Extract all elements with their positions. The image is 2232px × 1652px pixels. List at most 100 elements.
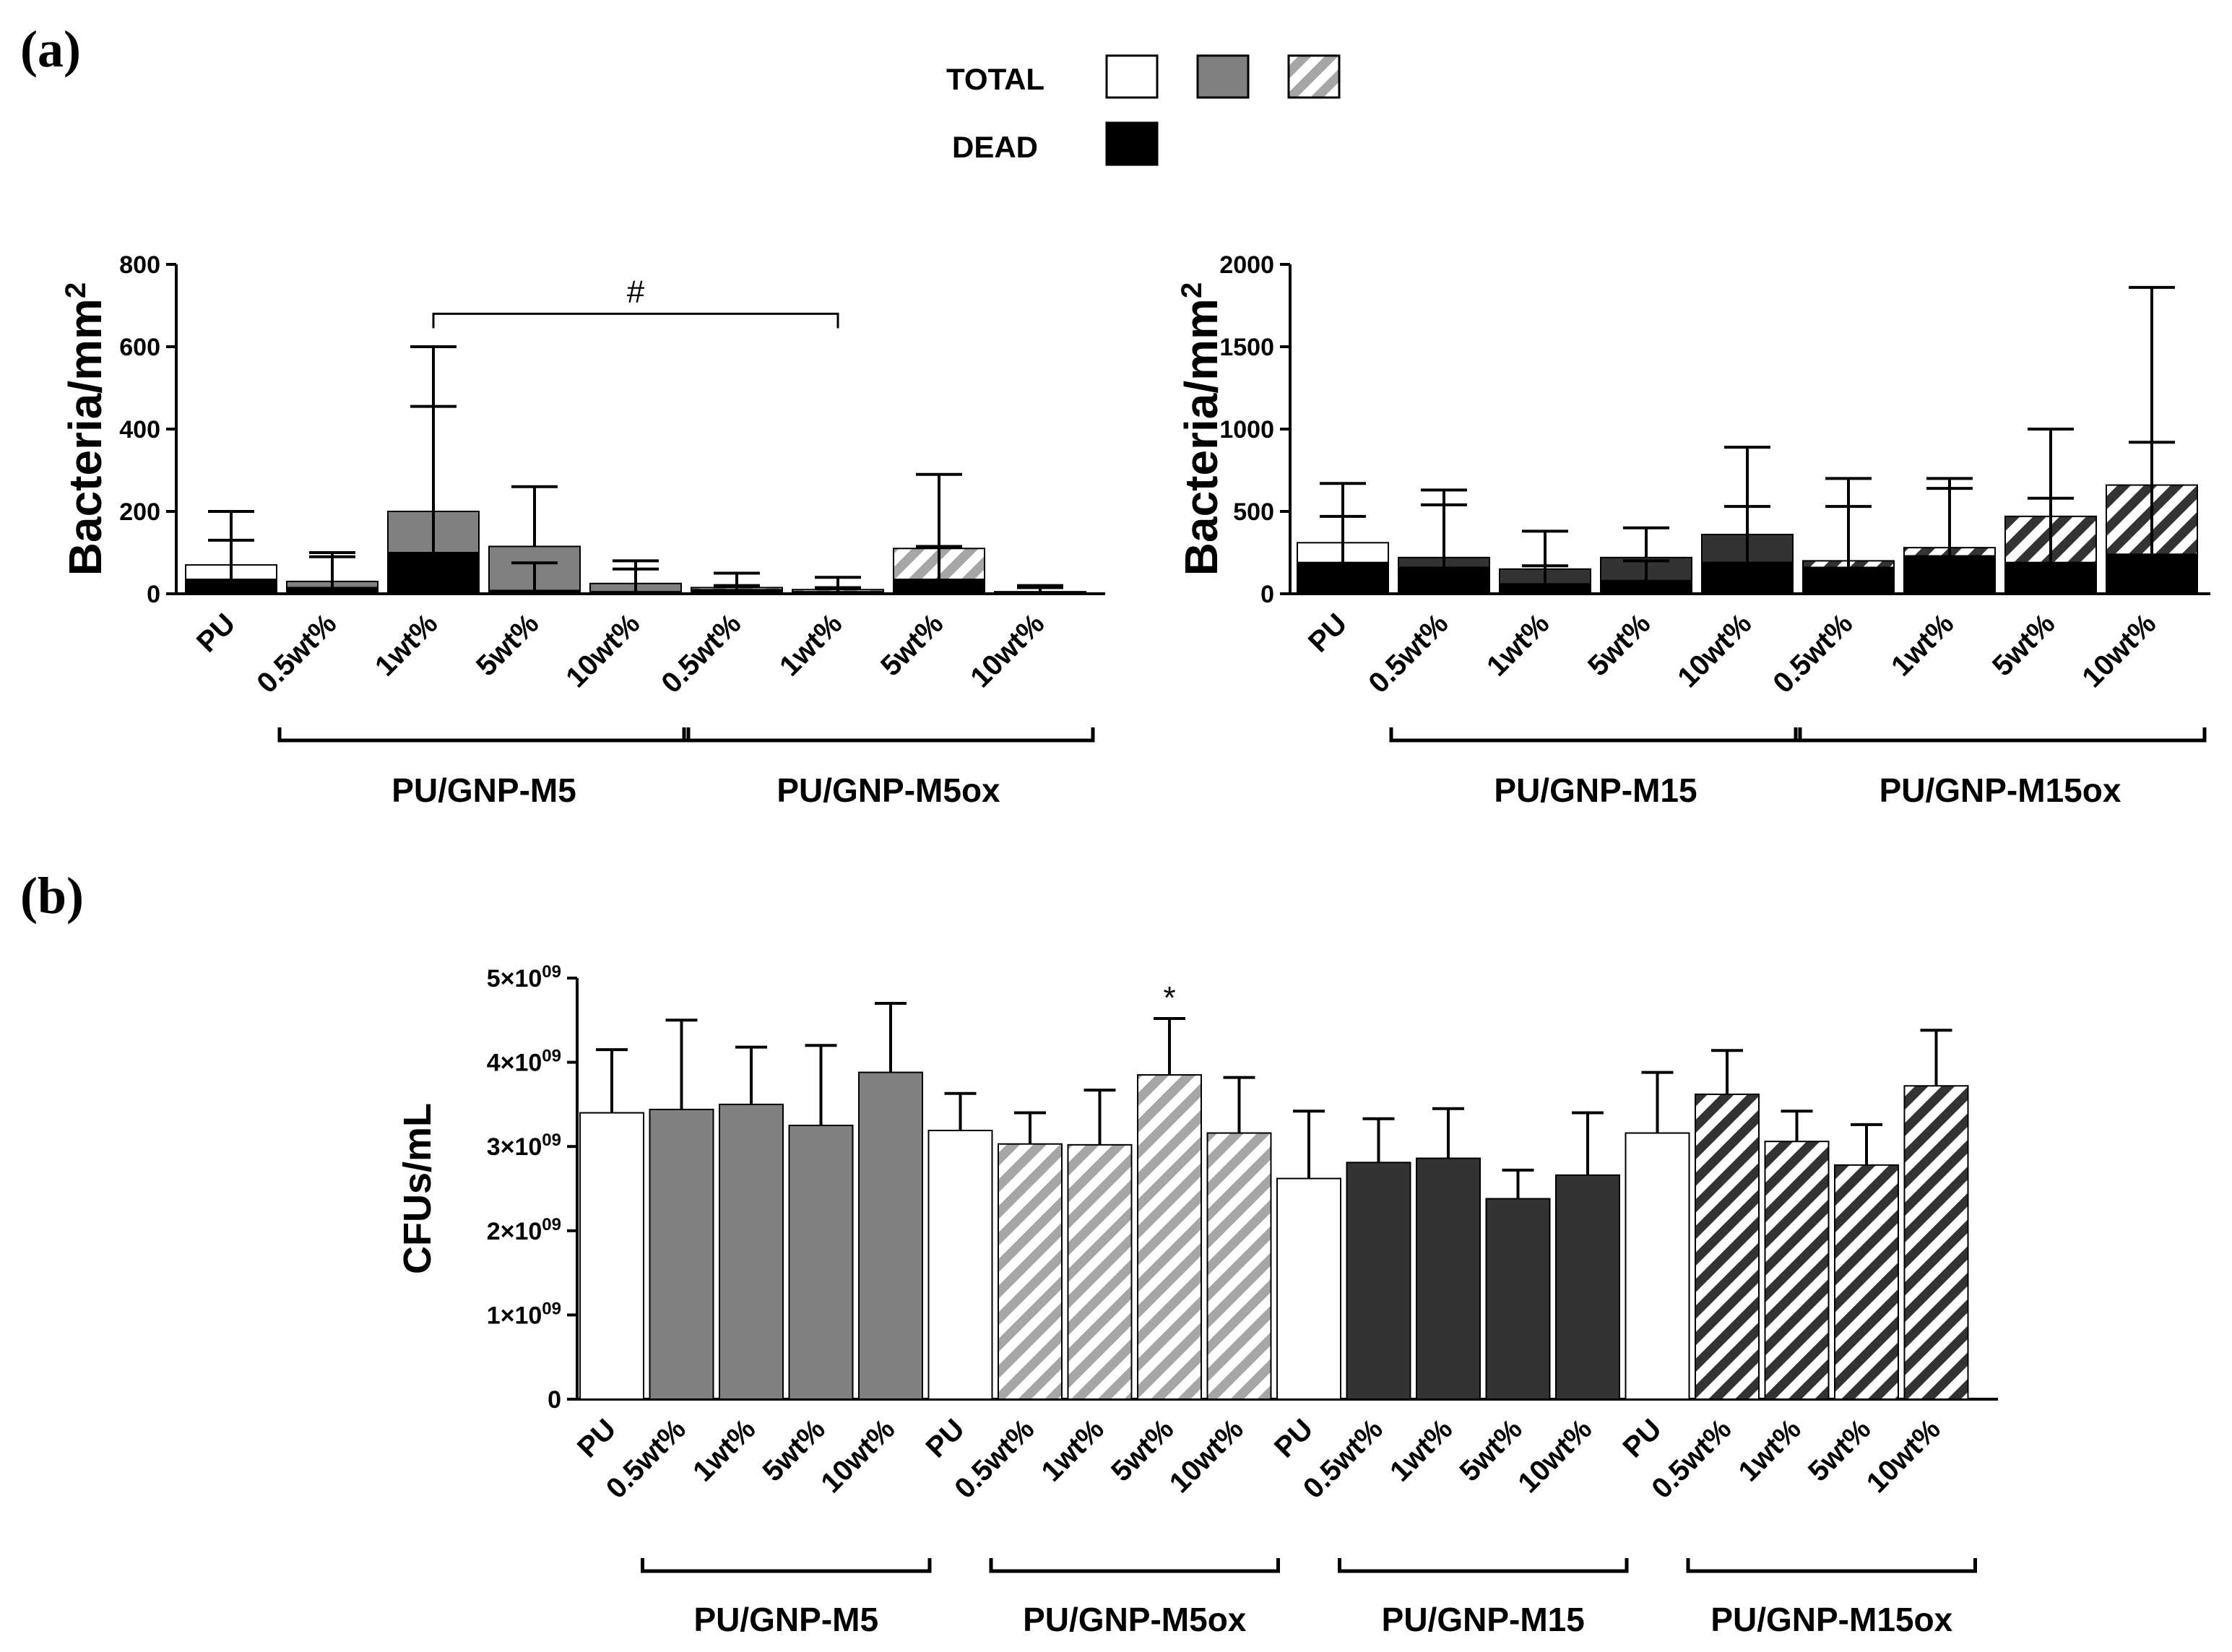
bar-dead <box>387 552 480 594</box>
bar-dead <box>1297 561 1389 594</box>
bar-dead <box>691 589 783 594</box>
bar <box>788 1125 854 1401</box>
group-bracket-4 <box>1686 1558 1977 1573</box>
y-tick-label: 1500 <box>1219 334 1274 361</box>
x-tick-label: 5wt% <box>1582 607 1656 682</box>
legend-swatch-total-white <box>1105 54 1159 99</box>
x-tick-label: 0.5wt% <box>655 607 747 699</box>
bar-dead <box>792 591 884 595</box>
group-label-2: PU/GNP-M15ox <box>1880 771 2121 809</box>
bar <box>1137 1074 1202 1400</box>
bar <box>1555 1174 1620 1400</box>
x-tick-label: 1wt% <box>1481 607 1555 682</box>
group-bracket-3 <box>1338 1558 1629 1573</box>
x-tick-label: 10wt% <box>1164 1413 1250 1499</box>
bar <box>1067 1143 1133 1401</box>
bar-dead <box>1398 566 1490 595</box>
x-tick-label: 1wt% <box>1384 1413 1458 1487</box>
x-tick-label: 0.5wt% <box>600 1413 692 1505</box>
bar <box>1625 1132 1690 1400</box>
bar <box>649 1108 714 1400</box>
bar-dead <box>1600 579 1692 595</box>
x-tick-label: PU <box>571 1413 622 1463</box>
y-tick-label: 500 <box>1233 498 1274 526</box>
y-tick-label: 800 <box>119 251 160 279</box>
bar <box>1276 1177 1341 1401</box>
x-tick-label: 10wt% <box>964 607 1050 693</box>
x-tick-label: 1wt% <box>1732 1413 1807 1487</box>
chart-b: 01×10092×10093×10094×10095×1009PU0.5wt%1… <box>396 962 1998 1638</box>
bar <box>1764 1141 1830 1400</box>
bar-dead <box>286 587 379 595</box>
bar <box>1903 1085 1969 1401</box>
bar-dead <box>589 591 682 595</box>
bar <box>579 1112 644 1401</box>
x-tick-label: 1wt% <box>1885 607 1960 682</box>
bar-dead <box>994 592 1086 594</box>
y-tick-label: 1×1009 <box>487 1299 561 1330</box>
significance-bracket <box>432 312 839 329</box>
y-axis-title: Bacteria/mm2 <box>1175 282 1227 576</box>
group-label-4: PU/GNP-M15ox <box>1710 1601 1952 1638</box>
group-label-1: PU/GNP-M15 <box>1494 771 1697 809</box>
group-label-1: PU/GNP-M5 <box>693 1601 878 1638</box>
group-bracket-2 <box>682 727 1095 743</box>
x-tick-label: 1wt% <box>774 607 848 682</box>
x-tick-label: PU <box>1302 607 1353 658</box>
bar-dead <box>1701 561 1794 594</box>
y-tick-label: 400 <box>119 416 160 444</box>
legend-swatch-total-hatched <box>1287 54 1341 99</box>
bar <box>1416 1157 1481 1401</box>
legend-swatch-dead <box>1105 121 1159 166</box>
bar <box>1834 1164 1899 1401</box>
y-axis-title: Bacteria/mm2 <box>59 282 111 576</box>
x-tick-label: 0.5wt% <box>1297 1413 1389 1505</box>
x-tick-label: 10wt% <box>1671 607 1757 693</box>
bar <box>719 1103 784 1401</box>
bar <box>1206 1132 1272 1400</box>
x-tick-label: 10wt% <box>815 1413 901 1499</box>
group-bracket-1 <box>1389 727 1802 743</box>
bar-dead <box>2106 553 2198 595</box>
bar-dead <box>893 579 985 594</box>
x-tick-label: 1wt% <box>1035 1413 1109 1487</box>
y-tick-label: 2×1009 <box>487 1214 561 1245</box>
y-tick-label: 600 <box>119 334 160 361</box>
legend-total-label: TOTAL <box>946 62 1044 96</box>
bar-dead <box>2004 561 2097 594</box>
bar <box>927 1130 993 1401</box>
x-tick-label: 1wt% <box>369 607 444 682</box>
x-tick-label: 5wt% <box>1986 607 2061 682</box>
group-label-2: PU/GNP-M5ox <box>777 771 1000 809</box>
bar-dead <box>1903 555 1996 594</box>
panel-label-b: (b) <box>20 867 84 925</box>
x-tick-label: 5wt% <box>875 607 949 682</box>
bar <box>858 1071 923 1401</box>
legend-dead-label: DEAD <box>952 130 1038 164</box>
x-tick-label: 1wt% <box>687 1413 761 1487</box>
bar <box>1695 1093 1760 1400</box>
bar-dead <box>185 579 277 594</box>
panel-label-a: (a) <box>20 20 81 78</box>
x-tick-label: 0.5wt% <box>1645 1413 1737 1505</box>
x-tick-label: PU <box>1268 1413 1319 1463</box>
x-tick-label: 0.5wt% <box>948 1413 1040 1505</box>
y-tick-label: 3×1009 <box>487 1130 561 1162</box>
y-tick-label: 0 <box>548 1386 561 1414</box>
x-tick-label: 10wt% <box>2076 607 2162 693</box>
y-tick-label: 5×1009 <box>487 962 561 993</box>
significance-mark: * <box>1163 980 1175 1016</box>
y-tick-label: 4×1009 <box>487 1046 561 1077</box>
legend-swatch-total-gray <box>1196 54 1250 99</box>
bar <box>998 1143 1063 1401</box>
bar <box>1346 1162 1411 1400</box>
bar-dead <box>1499 583 1591 595</box>
x-tick-label: 10wt% <box>560 607 646 693</box>
group-bracket-2 <box>989 1558 1280 1573</box>
x-tick-label: 0.5wt% <box>1767 607 1859 699</box>
group-label-1: PU/GNP-M5 <box>392 771 576 809</box>
y-tick-label: 0 <box>1260 581 1274 608</box>
bar-dead <box>1802 566 1895 595</box>
